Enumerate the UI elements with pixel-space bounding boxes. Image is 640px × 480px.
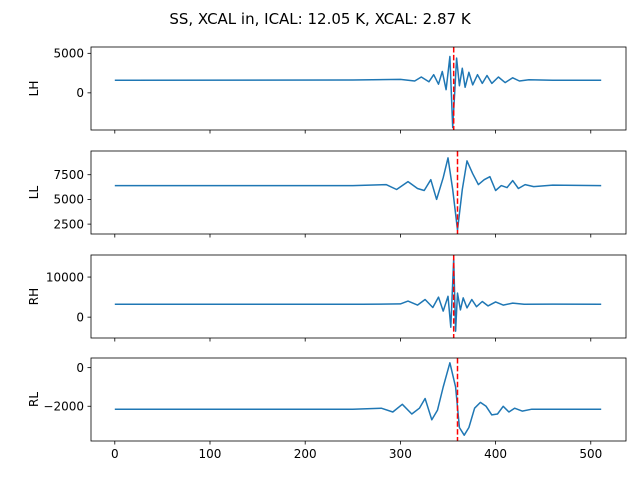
axes-frame [90, 357, 627, 442]
subplot-ll: 2500 5000 7500 LL [27, 150, 627, 238]
series-line [114, 362, 602, 436]
subplot-lh: 0 5000 LH [27, 46, 627, 134]
y-axis-label: LL [27, 186, 41, 200]
x-tick-label: 500 [579, 447, 602, 461]
axes-frame [90, 46, 627, 131]
y-tick-label: 10000 [46, 270, 84, 284]
subplot-rh: 0 10000 RH [27, 254, 627, 342]
y-tick-label: −2000 [43, 399, 84, 413]
x-tick-label: 200 [294, 447, 317, 461]
y-tick-label: 5000 [53, 193, 84, 207]
y-tick-label: 0 [76, 86, 84, 100]
y-axis-label: RL [27, 392, 41, 407]
series-line [114, 55, 602, 129]
y-tick-label: 7500 [53, 168, 84, 182]
axes-frame [90, 150, 627, 235]
subplot-grid: 0 5000 LH 2500 5000 7500 LL 0 10000 RH −2000 0 RL 0 10… [27, 46, 627, 461]
series-line [114, 258, 602, 332]
y-axis-label: LH [27, 81, 41, 97]
y-axis-label: RH [27, 288, 41, 305]
subplot-rl: −2000 0 RL 0 100 200 300 400 500 [27, 357, 627, 461]
y-tick-label: 2500 [53, 217, 84, 231]
axes-frame [90, 254, 627, 339]
x-tick-label: 100 [199, 447, 222, 461]
x-tick-label: 400 [484, 447, 507, 461]
figure-title: SS, XCAL in, ICAL: 12.05 K, XCAL: 2.87 K [169, 10, 472, 28]
x-tick-label: 0 [111, 447, 119, 461]
x-tick-label: 300 [389, 447, 412, 461]
y-tick-label: 5000 [53, 47, 84, 61]
series-line [114, 157, 602, 231]
y-tick-label: 0 [76, 361, 84, 375]
y-tick-label: 0 [76, 310, 84, 324]
